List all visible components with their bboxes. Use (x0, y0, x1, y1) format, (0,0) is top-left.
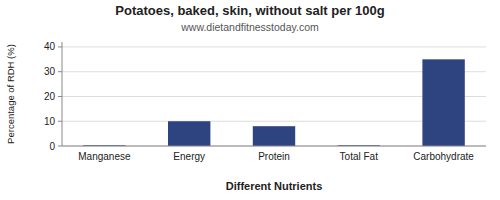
x-axis-title: Different Nutrients (226, 180, 323, 192)
chart-container: Potatoes, baked, skin, without salt per … (0, 0, 500, 200)
x-axis-line (62, 146, 486, 147)
bar (422, 59, 464, 146)
y-axis-title: Percentage of RDH (%) (5, 44, 16, 144)
y-tick-label: 40 (44, 41, 56, 52)
y-tick-label: 20 (44, 91, 56, 102)
title: Potatoes, baked, skin, without salt per … (115, 3, 385, 18)
y-tick (58, 46, 62, 47)
x-tick-label: Carbohydrate (413, 151, 474, 162)
x-axis: Manganese Energy Protein Total Fat Carbohydr… (78, 151, 474, 162)
grid-line (62, 46, 486, 47)
x-tick-label: Total Fat (340, 151, 379, 162)
y-tick-label: 0 (49, 141, 55, 152)
x-tick-label: Energy (173, 151, 205, 162)
y-tick-label: 10 (44, 116, 56, 127)
grid (62, 47, 486, 146)
chart-svg: Potatoes, baked, skin, without salt per … (0, 0, 500, 200)
subtitle: www.dietandfitnesstoday.com (180, 21, 319, 33)
y-tick (58, 146, 62, 147)
y-tick (58, 71, 62, 72)
grid-line (62, 146, 486, 147)
y-axis: 0 10 20 30 40 (44, 41, 62, 151)
bars (83, 59, 465, 146)
y-axis-line (62, 42, 63, 146)
bar (253, 126, 295, 146)
bar (168, 121, 210, 146)
y-tick-label: 30 (44, 66, 56, 77)
x-tick-label: Manganese (78, 151, 131, 162)
x-tick-label: Protein (258, 151, 290, 162)
y-tick (58, 96, 62, 97)
y-tick (58, 121, 62, 122)
